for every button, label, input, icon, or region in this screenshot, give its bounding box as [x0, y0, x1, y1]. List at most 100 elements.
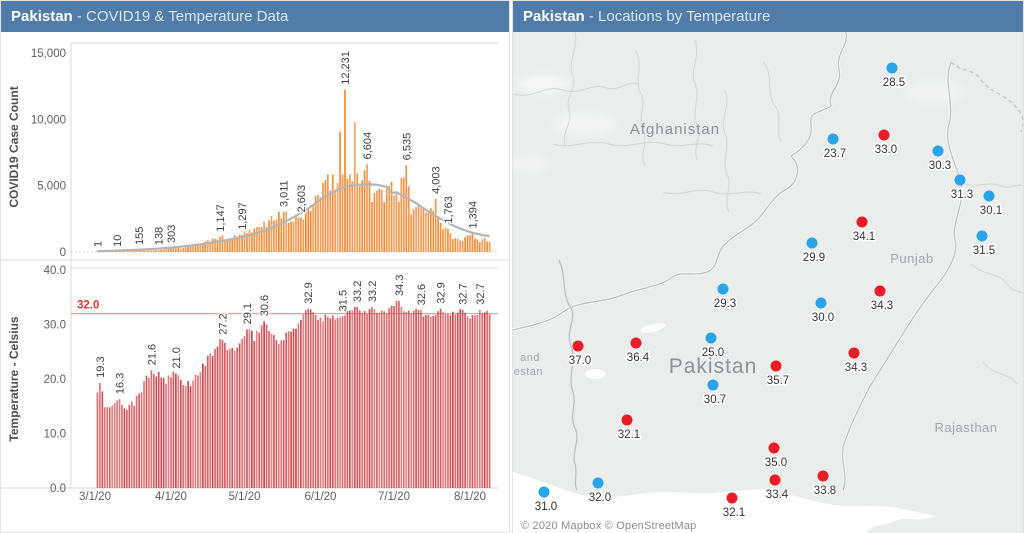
temperature-dot-red[interactable]	[726, 492, 738, 504]
map-dots: 28.5 23.7 33.0 30.3 31.3 30.1 34.1 31.5 29.9 29.3…	[533, 62, 1004, 521]
svg-text:2,603: 2,603	[296, 185, 308, 213]
temperature-dot-red[interactable]	[878, 129, 890, 141]
temperature-dot-blue[interactable]	[932, 145, 944, 157]
temperature-dot-label: 30.7	[704, 394, 726, 406]
svg-text:12,231: 12,231	[340, 51, 352, 85]
temperature-dot-blue[interactable]	[886, 62, 898, 74]
temperature-dot-red[interactable]	[817, 470, 829, 482]
temperature-dot-blue[interactable]	[717, 283, 729, 295]
map-panel: Pakistan - Locations by Temperature	[509, 0, 1024, 533]
svg-text:0.0: 0.0	[50, 483, 66, 495]
svg-text:10,000: 10,000	[31, 114, 66, 126]
svg-text:40.0: 40.0	[44, 265, 66, 277]
temperature-dot-red[interactable]	[621, 414, 633, 426]
left-panel-header: Pakistan - COVID19 & Temperature Data	[1, 1, 509, 32]
svg-text:1,763: 1,763	[443, 196, 455, 224]
temperature-dot-blue[interactable]	[538, 486, 550, 498]
temperature-dot-red[interactable]	[856, 216, 868, 228]
covid-bars[interactable]	[96, 89, 491, 253]
temperature-map-svg[interactable]: Afghanistan Punjab Pakistan Rajasthan and est…	[509, 31, 1024, 533]
svg-text:3,011: 3,011	[279, 180, 291, 207]
region-label-rajasthan: Rajasthan	[934, 420, 997, 435]
reference-line: 32.0	[71, 298, 498, 315]
svg-text:34.3: 34.3	[394, 275, 406, 296]
svg-text:29.1: 29.1	[242, 303, 254, 324]
region-label-estan: estan	[514, 366, 543, 378]
temperature-dot-red[interactable]	[768, 442, 780, 454]
temperature-dot-blue[interactable]	[976, 230, 988, 242]
temperature-dot-blue[interactable]	[827, 133, 839, 145]
svg-text:31.5: 31.5	[338, 290, 350, 311]
svg-text:1,147: 1,147	[215, 204, 227, 232]
covid-bar-labels: 1 10 155 138 303 1,147 1,297 3,011 2,603 12,231 6,…	[91, 50, 481, 248]
temp-bars[interactable]	[96, 300, 491, 488]
svg-text:155: 155	[134, 227, 146, 245]
svg-text:138: 138	[154, 227, 166, 245]
temperature-dot-blue[interactable]	[592, 477, 604, 489]
temperature-dot-red[interactable]	[848, 347, 860, 359]
covid-temp-chart: 0 5,000 10,000 15,000 0.0 10.0 20.0 30.0 40.0 COV…	[1, 32, 509, 533]
temperature-dot-blue[interactable]	[705, 332, 717, 344]
svg-text:5/1/20: 5/1/20	[229, 491, 261, 503]
svg-text:1,297: 1,297	[237, 202, 249, 230]
svg-text:6/1/20: 6/1/20	[304, 491, 336, 503]
temperature-dot-red[interactable]	[874, 285, 886, 297]
temperature-dot-label: 36.4	[627, 352, 650, 364]
temperature-dot-label: 30.1	[980, 205, 1002, 217]
svg-text:20.0: 20.0	[44, 374, 66, 386]
temperature-dot-red[interactable]	[572, 340, 584, 352]
svg-text:3/1/20: 3/1/20	[79, 491, 111, 503]
arabian-sea	[513, 472, 1023, 533]
temperature-dot-label: 35.0	[765, 457, 787, 469]
temperature-dot-red[interactable]	[769, 474, 781, 486]
covid-axis-title: COVID19 Case Count	[7, 86, 21, 207]
right-panel-header: Pakistan - Locations by Temperature	[513, 1, 1023, 32]
covid-temp-panel: Pakistan - COVID19 & Temperature Data 0 5…	[0, 0, 510, 533]
svg-text:32.9: 32.9	[303, 282, 315, 303]
region-label-afghanistan: Afghanistan	[630, 121, 720, 138]
temperature-dot-blue[interactable]	[983, 190, 995, 202]
svg-text:4,003: 4,003	[431, 166, 443, 194]
temp-axis-title: Temperature - Celsius	[7, 316, 21, 441]
temperature-dot-blue[interactable]	[815, 297, 827, 309]
temperature-dot-red[interactable]	[770, 360, 782, 372]
svg-text:15,000: 15,000	[31, 48, 66, 60]
map-attribution[interactable]: © 2020 Mapbox © OpenStreetMap	[521, 520, 697, 532]
map-country-borders	[512, 31, 1024, 491]
svg-text:7/1/20: 7/1/20	[378, 491, 410, 503]
temperature-dot-red[interactable]	[630, 337, 642, 349]
temperature-dot-label: 30.3	[929, 160, 951, 172]
svg-text:16.3: 16.3	[115, 373, 127, 394]
svg-text:6,604: 6,604	[362, 132, 374, 160]
temperature-dot-blue[interactable]	[806, 237, 818, 249]
temperature-dot-label: 32.1	[723, 507, 745, 519]
svg-text:32.7: 32.7	[458, 283, 470, 304]
temperature-dot-label: 34.1	[853, 231, 875, 243]
temperature-dot-label: 23.7	[824, 148, 846, 160]
temperature-dot-label: 33.8	[814, 485, 836, 497]
svg-text:21.6: 21.6	[146, 344, 158, 365]
map-admin-boundaries	[512, 31, 1024, 385]
temperature-dot-label: 37.0	[569, 355, 591, 367]
right-panel-title-bold: Pakistan	[523, 8, 585, 25]
map-region-labels: Afghanistan Punjab Pakistan Rajasthan and est…	[514, 121, 997, 435]
y-axis-labels: 0 5,000 10,000 15,000 0.0 10.0 20.0 30.0 40.0	[31, 48, 66, 495]
svg-text:303: 303	[166, 225, 178, 243]
svg-text:1,394: 1,394	[467, 201, 479, 229]
temperature-dot-blue[interactable]	[954, 174, 966, 186]
svg-text:33.2: 33.2	[352, 281, 364, 302]
map-lakes	[585, 323, 666, 379]
reference-line-label: 32.0	[77, 300, 99, 312]
temperature-dot-label: 31.3	[951, 189, 973, 201]
right-panel-title-rest: - Locations by Temperature	[584, 8, 771, 25]
covid-temp-chart-svg[interactable]: 0 5,000 10,000 15,000 0.0 10.0 20.0 30.0 40.0 COV…	[1, 32, 509, 533]
temperature-dot-label: 34.3	[845, 362, 867, 374]
temperature-dot-blue[interactable]	[707, 379, 719, 391]
svg-text:8/1/20: 8/1/20	[454, 491, 486, 503]
svg-text:5,000: 5,000	[37, 181, 66, 193]
region-label-pakistan: Pakistan	[669, 355, 758, 378]
svg-text:4/1/20: 4/1/20	[155, 491, 187, 503]
temperature-dot-label: 29.9	[803, 252, 825, 264]
temperature-dot-label: 30.0	[812, 312, 834, 324]
